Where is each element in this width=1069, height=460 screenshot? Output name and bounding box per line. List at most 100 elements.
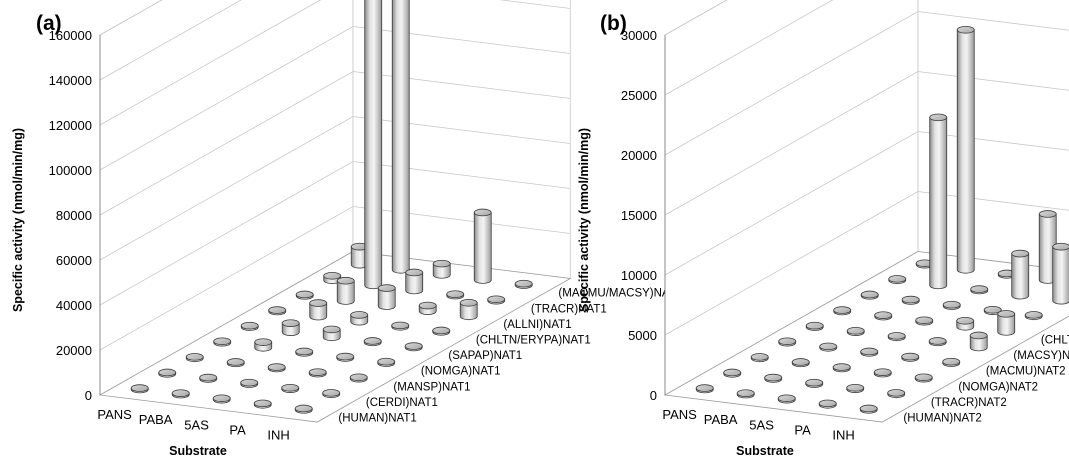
bar-cylinder — [295, 290, 314, 300]
bar-cylinder — [791, 358, 810, 368]
x-axis-title: Substrate — [169, 444, 227, 458]
bar-cap — [778, 337, 797, 346]
bar-cylinder — [859, 404, 878, 414]
x-tick-label: PABA — [139, 412, 173, 427]
bar-cap — [791, 358, 810, 366]
bar-cylinder — [777, 394, 796, 404]
bar-cap — [1011, 249, 1030, 258]
bar-cylinder — [336, 352, 355, 362]
bar-body — [377, 287, 396, 310]
series-label: (TRACR)NAT1 — [531, 303, 607, 315]
bar-cylinder — [473, 208, 492, 284]
bar-cap — [514, 279, 533, 288]
y-tick-label: 15000 — [621, 208, 657, 223]
bar-cylinder — [240, 378, 259, 388]
bar-cylinder — [736, 389, 755, 399]
bar-cylinder — [832, 363, 851, 373]
bar-cap — [336, 352, 355, 361]
bar-cylinder — [294, 404, 313, 414]
gridline — [99, 0, 242, 81]
series-label: (CERDI)NAT1 — [366, 397, 438, 409]
series-label: (CHLTN)NAT2 — [1041, 334, 1069, 346]
series-label: (ALLNI)NAT1 — [503, 319, 571, 331]
bar-cylinder — [956, 25, 975, 274]
bar-cap — [777, 394, 796, 403]
bar-cylinder — [901, 352, 920, 362]
bar-cap — [805, 321, 824, 330]
bar-cylinder — [888, 275, 907, 285]
bar-cylinder — [281, 383, 300, 393]
bar-cap — [185, 353, 204, 361]
y-tick-label: 10000 — [621, 268, 657, 283]
gridline — [664, 191, 1069, 336]
bar-cap — [295, 290, 314, 299]
bar-cap — [997, 310, 1016, 318]
bar-cap — [377, 357, 396, 366]
bar-body — [459, 302, 478, 321]
bar-cap — [695, 384, 714, 392]
y-axis-title: Specific activity (nmol/min/mg) — [11, 128, 25, 312]
bar-cap — [405, 268, 424, 277]
bar-cylinder — [322, 389, 341, 399]
y-tick-label: 60000 — [56, 253, 92, 268]
bar-cap — [281, 319, 300, 327]
series-label: (SAPAP)NAT1 — [448, 350, 522, 362]
bar-cylinder — [363, 337, 382, 347]
x-tick-label: PANS — [97, 407, 132, 422]
bar-cylinder — [723, 368, 742, 378]
bar-cap — [294, 404, 313, 413]
bar-cap — [818, 399, 837, 408]
bar-cylinder — [997, 310, 1016, 336]
bar-cap — [805, 378, 824, 387]
bar-cylinder — [391, 321, 410, 331]
bar-cap — [322, 325, 341, 334]
bar-cylinder — [309, 299, 328, 321]
bar-cylinder — [377, 284, 396, 310]
bar-cap — [915, 316, 934, 325]
y-tick-label: 5000 — [628, 328, 657, 343]
bar-cap — [1024, 311, 1043, 319]
bar-cap — [914, 373, 933, 382]
bar-cap — [846, 326, 865, 335]
bar-cylinder — [969, 331, 988, 352]
bar-cap — [1038, 210, 1057, 218]
bar-cap — [268, 306, 287, 314]
bar-cap — [873, 368, 892, 376]
bar-cap — [254, 338, 273, 346]
series-label: (HUMAN)NAT2 — [903, 412, 981, 424]
bar-cap — [874, 311, 893, 319]
bar-cap — [295, 347, 314, 356]
gridline — [99, 0, 571, 126]
x-axis-title: Substrate — [736, 444, 794, 458]
bar-cylinder — [956, 316, 975, 331]
bar-body — [432, 263, 451, 279]
bar-cap — [171, 389, 190, 397]
bar-cap — [336, 276, 355, 285]
x-tick-label: PANS — [662, 407, 697, 422]
panel-label: (b) — [600, 12, 627, 35]
panel-a: 0200004000060000800001000001200001400001… — [11, 0, 682, 458]
bar-cap — [267, 363, 286, 371]
bar-cap — [308, 368, 327, 376]
bar-cap — [723, 368, 742, 377]
bar-cap — [323, 271, 342, 280]
bar-cylinder — [459, 298, 478, 321]
bar-cylinder — [158, 368, 177, 378]
bar-cap — [240, 378, 259, 387]
bar-cylinder — [915, 316, 934, 326]
x-tick-label: INH — [832, 427, 854, 442]
y-tick-label: 0 — [650, 388, 657, 403]
bar-cap — [213, 337, 232, 346]
bar-cap — [929, 113, 948, 122]
bar-cylinder — [833, 306, 852, 316]
bar-cylinder — [432, 326, 451, 336]
series-label: (HUMAN)NAT1 — [338, 412, 416, 424]
series-label: (CHLTN/ERYPA)NAT1 — [476, 334, 591, 346]
bar-body — [997, 313, 1016, 336]
bar-cylinder — [446, 290, 465, 300]
bar-cap — [833, 306, 852, 314]
bar-cylinder — [942, 300, 961, 310]
bar-body — [929, 116, 948, 290]
bar-cap — [819, 342, 838, 351]
bar-cylinder — [268, 306, 287, 316]
